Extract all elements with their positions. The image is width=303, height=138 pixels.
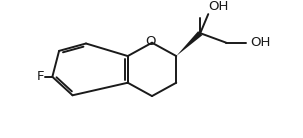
Text: OH: OH bbox=[208, 0, 229, 13]
Text: O: O bbox=[146, 35, 156, 48]
Text: F: F bbox=[37, 70, 44, 83]
Text: OH: OH bbox=[250, 36, 271, 49]
Polygon shape bbox=[176, 31, 202, 56]
